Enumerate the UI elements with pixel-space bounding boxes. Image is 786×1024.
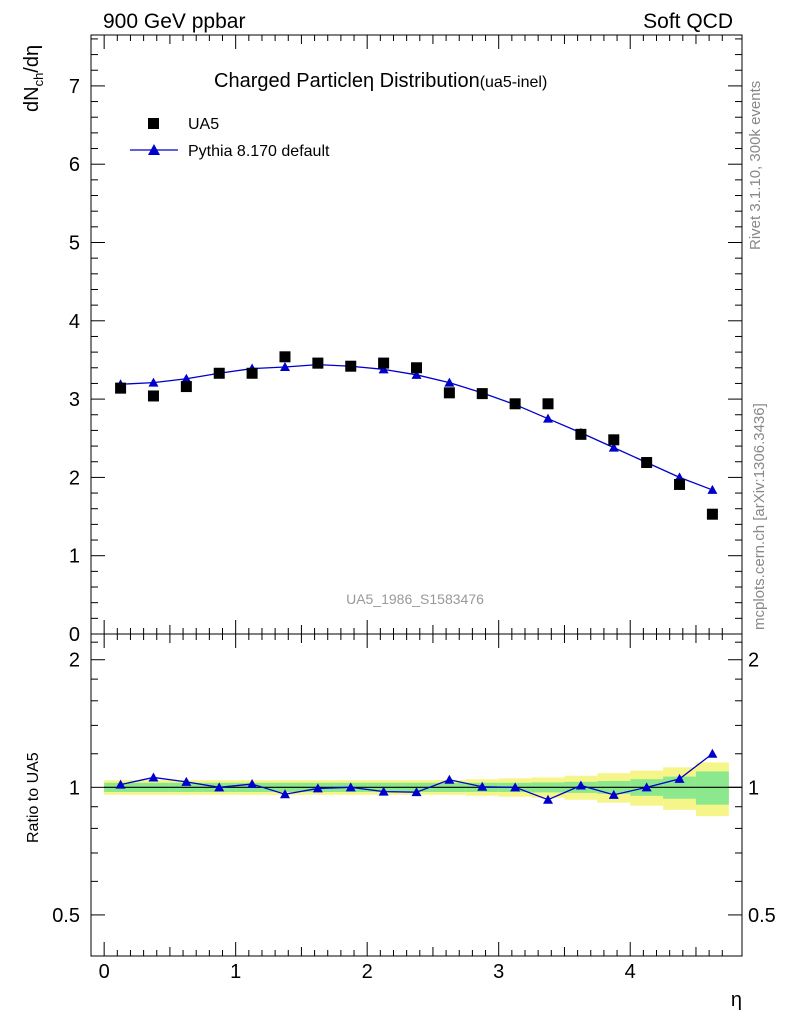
data-point: [279, 351, 291, 363]
mc-point: [444, 377, 455, 387]
ratio-point: [444, 774, 455, 784]
ratio-point: [674, 773, 685, 783]
rivet-version-label: Rivet 3.1.10, 300k events: [747, 81, 764, 250]
main-y-tick-label: 7: [69, 76, 80, 98]
data-point: [575, 428, 587, 440]
ratio-point: [214, 782, 225, 792]
mc-point: [608, 442, 619, 452]
ratio-point: [148, 772, 159, 782]
data-point: [443, 387, 455, 399]
mc-point: [181, 373, 192, 383]
mc-point: [148, 377, 159, 387]
ratio-band-inner: [695, 771, 729, 805]
ratio-point: [707, 748, 718, 758]
data-point: [641, 457, 653, 469]
analysis-watermark: UA5_1986_S1583476: [346, 591, 484, 607]
x-tick-label: 3: [493, 961, 504, 983]
ratio-point: [247, 779, 258, 789]
legend: UA5 Pythia 8.170 default: [130, 116, 330, 160]
ratio-y-tick-label-right: 0.5: [748, 905, 776, 927]
ratio-y-tick-label-right: 1: [748, 777, 759, 799]
plot-title: Charged Particleη Distribution(ua5-inel): [214, 70, 547, 92]
ratio-y-tick-label-left: 0.5: [52, 905, 80, 927]
main-plot-marks: [115, 351, 718, 520]
data-point: [411, 362, 422, 374]
main-y-axis-label: dNch/dη: [21, 45, 46, 112]
data-point: [608, 434, 620, 446]
plot-title-tag: (ua5-inel): [480, 74, 548, 91]
ratio-point: [345, 782, 356, 792]
data-point: [246, 367, 258, 379]
legend-mc-marker: [148, 144, 160, 155]
data-point: [378, 357, 390, 369]
ratio-point: [181, 776, 192, 786]
ratio-point: [543, 794, 554, 804]
y-label-tail: /dη: [21, 45, 43, 73]
legend-label-mc: Pythia 8.170 default: [188, 143, 330, 160]
main-y-tick-label: 5: [69, 232, 80, 254]
data-point: [476, 388, 488, 400]
y-label-sub: ch: [31, 73, 46, 87]
data-point: [509, 398, 521, 410]
ratio-point: [641, 782, 652, 792]
main-y-tick-label: 3: [69, 389, 80, 411]
main-y-tick-label: 6: [69, 154, 80, 176]
plot-title-main: Charged Particle: [214, 70, 363, 92]
x-tick-label: 0: [99, 961, 110, 983]
header-energy-label: 900 GeV ppbar: [103, 10, 245, 33]
ratio-point: [575, 780, 586, 790]
main-y-tick-label: 0: [69, 624, 80, 646]
mc-point: [543, 413, 554, 423]
mc-point: [707, 484, 718, 494]
ratio-frame: [90, 633, 743, 957]
mc-point: [411, 369, 422, 379]
x-tick-label: 2: [362, 961, 373, 983]
ratio-y-tick-label-left: 1: [69, 777, 80, 799]
data-point: [706, 508, 718, 520]
ratio-y-axis-label: Ratio to UA5: [25, 752, 42, 843]
ratio-point: [477, 781, 488, 791]
x-axis-label: η: [731, 989, 742, 1011]
main-y-tick-label: 4: [69, 311, 80, 333]
ratio-y-tick-label-right: 2: [748, 650, 759, 672]
data-point: [542, 398, 554, 410]
header-category-label: Soft QCD: [643, 10, 733, 33]
ratio-point: [279, 789, 290, 799]
ratio-point: [608, 789, 619, 799]
ratio-point: [115, 779, 126, 789]
legend-label-data: UA5: [188, 116, 219, 133]
ratio-point: [378, 786, 389, 796]
mcplots-source-label: mcplots.cern.ch [arXiv:1306.3436]: [751, 403, 768, 630]
ratio-point: [510, 782, 521, 792]
legend-data-marker: [148, 118, 159, 129]
data-point: [213, 367, 225, 379]
mc-point: [378, 364, 389, 374]
y-label-dn: dN: [21, 86, 43, 112]
mc-point: [279, 361, 290, 371]
data-point: [345, 360, 357, 372]
ratio-point: [411, 787, 422, 797]
x-tick-label: 1: [230, 961, 241, 983]
plot-frames: 0 1 2 3 4 0 1 2 3 4 5 6 7 0.5 0.5 1 1 2 2: [52, 34, 776, 983]
ratio-plot-marks: [115, 748, 718, 804]
x-tick-label: 4: [625, 961, 636, 983]
data-point: [180, 381, 192, 393]
data-point: [147, 390, 159, 402]
data-point: [312, 357, 324, 369]
main-y-tick-label: 2: [69, 467, 80, 489]
data-point: [674, 478, 686, 490]
plot-title-symbol: η: [363, 70, 374, 92]
mc-curve: [120, 363, 713, 491]
data-point: [115, 382, 127, 394]
ratio-y-tick-label-left: 2: [69, 650, 80, 672]
plot-title-rest: Distribution: [374, 70, 480, 92]
ratio-point: [312, 783, 323, 793]
main-y-tick-label: 1: [69, 546, 80, 568]
